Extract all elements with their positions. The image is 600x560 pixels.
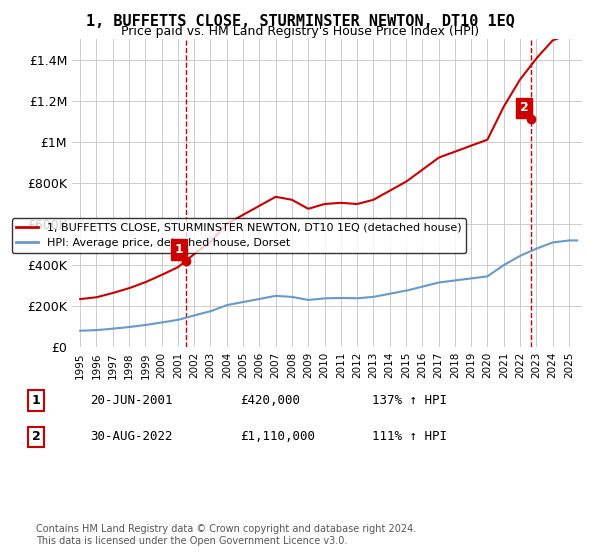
Text: £1,110,000: £1,110,000: [240, 430, 315, 444]
Text: Price paid vs. HM Land Registry's House Price Index (HPI): Price paid vs. HM Land Registry's House …: [121, 25, 479, 38]
Text: 2: 2: [520, 101, 529, 114]
Text: 1: 1: [175, 243, 184, 256]
Text: 111% ↑ HPI: 111% ↑ HPI: [372, 430, 447, 444]
Text: Contains HM Land Registry data © Crown copyright and database right 2024.
This d: Contains HM Land Registry data © Crown c…: [36, 524, 416, 546]
Legend: 1, BUFFETTS CLOSE, STURMINSTER NEWTON, DT10 1EQ (detached house), HPI: Average p: 1, BUFFETTS CLOSE, STURMINSTER NEWTON, D…: [11, 218, 466, 253]
Text: 2: 2: [32, 430, 40, 444]
Text: 137% ↑ HPI: 137% ↑ HPI: [372, 394, 447, 407]
Text: 20-JUN-2001: 20-JUN-2001: [90, 394, 173, 407]
Text: 30-AUG-2022: 30-AUG-2022: [90, 430, 173, 444]
Text: £420,000: £420,000: [240, 394, 300, 407]
Text: 1: 1: [32, 394, 40, 407]
Text: 1, BUFFETTS CLOSE, STURMINSTER NEWTON, DT10 1EQ: 1, BUFFETTS CLOSE, STURMINSTER NEWTON, D…: [86, 14, 514, 29]
